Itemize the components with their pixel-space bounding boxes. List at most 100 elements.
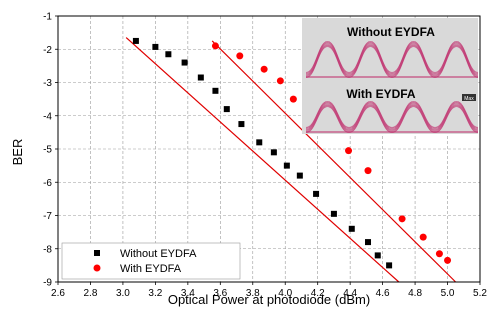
point-without-eydfa xyxy=(283,162,290,169)
eye-trace xyxy=(305,103,350,131)
legend-label-with-eydfa: With EYDFA xyxy=(120,263,182,275)
y-tick-label: -7 xyxy=(43,211,52,222)
inset-label-without: Without EYDFA xyxy=(347,25,435,39)
eye-trace xyxy=(391,104,436,132)
eye-diagram-without-eydfa xyxy=(305,40,479,78)
eye-trace xyxy=(434,40,479,73)
eye-trace xyxy=(391,43,436,76)
eye-trace xyxy=(391,44,436,77)
x-tick-label: 5.2 xyxy=(473,288,487,299)
legend-label-without-eydfa: Without EYDFA xyxy=(120,248,197,260)
eye-trace xyxy=(391,106,436,133)
point-with-eydfa xyxy=(276,77,284,85)
eye-trace xyxy=(434,42,479,75)
point-without-eydfa xyxy=(152,43,159,50)
eye-trace xyxy=(434,46,479,78)
point-without-eydfa xyxy=(197,74,204,81)
point-with-eydfa xyxy=(289,95,297,103)
y-axis-title: BER xyxy=(10,139,25,166)
x-tick-label: 4.8 xyxy=(408,288,422,299)
inset-label-with: With EYDFA xyxy=(346,87,416,101)
point-without-eydfa xyxy=(313,190,320,197)
eye-trace xyxy=(305,102,350,130)
eye-diagram-with-eydfa xyxy=(305,100,479,133)
eye-trace xyxy=(305,101,350,129)
eye-trace xyxy=(348,40,393,73)
eye-trace xyxy=(305,45,350,78)
eye-trace xyxy=(434,101,479,129)
eye-trace xyxy=(348,44,393,77)
point-with-eydfa xyxy=(236,52,244,60)
y-tick-label: -6 xyxy=(43,178,52,189)
eye-trace xyxy=(348,46,393,78)
point-with-eydfa xyxy=(211,42,219,50)
x-tick-label: 3.2 xyxy=(148,288,162,299)
x-tick-label: 3.6 xyxy=(213,288,227,299)
fit-line-series-1 xyxy=(211,40,457,283)
eye-trace xyxy=(434,106,479,133)
point-with-eydfa xyxy=(345,147,353,155)
point-with-eydfa xyxy=(444,256,452,264)
eye-trace xyxy=(305,40,350,73)
eye-trace xyxy=(348,101,393,129)
fit-line-series-0 xyxy=(125,37,400,283)
point-without-eydfa xyxy=(386,262,393,269)
eye-trace xyxy=(348,104,393,132)
x-tick-label: 2.8 xyxy=(84,288,98,299)
point-without-eydfa xyxy=(181,59,188,66)
point-without-eydfa xyxy=(238,121,245,128)
eye-trace xyxy=(305,105,350,133)
y-tick-label: -4 xyxy=(43,111,52,122)
eye-trace xyxy=(305,42,350,75)
point-without-eydfa xyxy=(132,37,139,44)
eye-trace xyxy=(391,103,436,131)
y-tick-label: -5 xyxy=(43,145,52,156)
eye-trace xyxy=(348,42,393,75)
eye-trace xyxy=(391,100,436,128)
eye-trace xyxy=(348,105,393,133)
eye-trace xyxy=(391,41,436,74)
eye-trace xyxy=(434,100,479,128)
y-tick-label: -3 xyxy=(43,78,52,89)
point-with-eydfa xyxy=(419,233,427,241)
legend-box xyxy=(61,242,241,280)
x-tick-label: 3.8 xyxy=(246,288,260,299)
x-tick-label: 4.4 xyxy=(343,288,357,299)
point-without-eydfa xyxy=(374,252,381,259)
y-tick-label: -1 xyxy=(43,12,52,23)
y-tick-label: -2 xyxy=(43,45,52,56)
point-without-eydfa xyxy=(212,87,219,94)
eye-trace xyxy=(391,105,436,133)
point-with-eydfa xyxy=(435,250,443,258)
eye-trace xyxy=(348,103,393,131)
eye-trace xyxy=(348,102,393,130)
eye-trace xyxy=(434,45,479,78)
x-tick-label: 4.6 xyxy=(376,288,390,299)
legend-marker-without-eydfa xyxy=(94,250,100,256)
eye-trace xyxy=(434,104,479,132)
x-axis-ticks: 2.6 2.8 3.0 3.2 3.4 3.6 3.8 4.0 4.2 4.4 4.6 4.8 5.0 5… xyxy=(51,282,487,299)
inset-background xyxy=(302,18,478,134)
eye-trace xyxy=(434,41,479,74)
eye-trace xyxy=(348,45,393,78)
legend-marker-with-eydfa xyxy=(93,264,101,272)
eye-trace xyxy=(305,100,350,128)
eye-trace xyxy=(348,43,393,76)
x-tick-label: 4.2 xyxy=(311,288,325,299)
eye-trace xyxy=(305,104,350,132)
eye-trace xyxy=(305,41,350,74)
inset-badge-bg xyxy=(462,94,476,101)
point-without-eydfa xyxy=(296,172,303,179)
eye-trace xyxy=(348,100,393,128)
point-without-eydfa xyxy=(270,149,277,156)
point-with-eydfa xyxy=(260,65,268,73)
point-without-eydfa xyxy=(330,210,337,217)
point-with-eydfa xyxy=(398,215,406,223)
y-axis-ticks: -1 -2 -3 -4 -5 -6 -7 -8 -9 xyxy=(43,12,58,289)
point-with-eydfa xyxy=(364,167,372,175)
eye-trace xyxy=(305,106,350,133)
eye-trace xyxy=(434,102,479,130)
point-without-eydfa xyxy=(348,225,355,232)
x-axis-title: Optical Power at photodiode (dBm) xyxy=(168,292,370,307)
